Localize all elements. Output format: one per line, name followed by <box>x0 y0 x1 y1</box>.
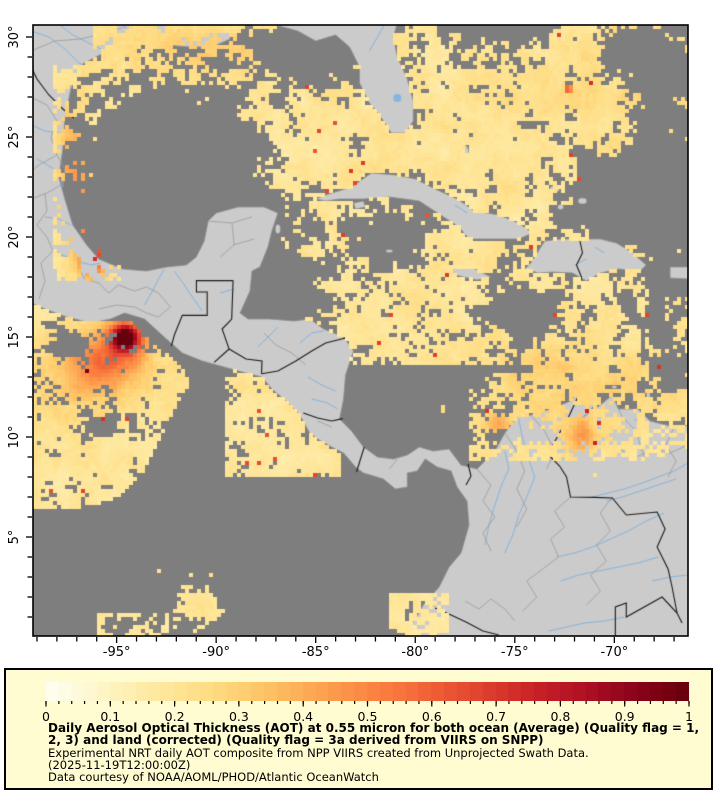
colorbar <box>46 682 689 701</box>
colorbar-tick-label: 0.6 <box>421 709 442 724</box>
lon-tick-label: -95° <box>103 645 131 660</box>
lon-tick-label: -90° <box>202 645 230 660</box>
colorbar-tick-label: 0.3 <box>228 709 249 724</box>
colorbar-tick-label: 0.8 <box>550 709 571 724</box>
lat-tick-label: 10° <box>7 425 22 448</box>
caption-title-line1: Daily Aerosol Optical Thickness (AOT) at… <box>48 721 700 735</box>
colorbar-tick-label: 0.4 <box>293 709 314 724</box>
colorbar-tick-label: 0.1 <box>100 709 121 724</box>
lon-tick-label: -85° <box>302 645 330 660</box>
colorbar-tick-label: 0.9 <box>614 709 635 724</box>
lat-tick-label: 25° <box>7 125 22 148</box>
legend-caption-panel: 0 0.1 0.2 0.3 0.4 0.5 0.6 0.7 0.8 0.9 1 Daily Aero… <box>4 668 713 790</box>
lon-tick-label: -70° <box>600 645 628 660</box>
caption-timestamp: (2025-11-19T12:00:00Z) <box>48 758 191 772</box>
colorbar-tick-label: 0.2 <box>164 709 185 724</box>
caption-title-line2: 2, 3) and land (corrected) (Quality flag… <box>48 733 544 747</box>
colorbar-tick-label: 0.5 <box>357 709 378 724</box>
colorbar-tick-label: 1 <box>685 709 693 724</box>
colorbar-tick-label: 0.7 <box>486 709 507 724</box>
lat-tick-label: 30° <box>7 25 22 48</box>
lon-tick-label: -75° <box>501 645 529 660</box>
colorbar-ticks <box>45 701 690 707</box>
lat-tick-label: 15° <box>7 325 22 348</box>
caption-credit: Data courtesy of NOAA/AOML/PHOD/Atlantic… <box>48 770 379 784</box>
lat-tick-label: 20° <box>7 225 22 248</box>
lat-tick-label: 5° <box>7 530 22 545</box>
lon-tick-label: -80° <box>401 645 429 660</box>
caption-subtitle: Experimental NRT daily AOT composite fro… <box>48 746 589 760</box>
colorbar-tick-label: 0 <box>42 709 50 724</box>
aot-map-raster <box>33 25 688 636</box>
